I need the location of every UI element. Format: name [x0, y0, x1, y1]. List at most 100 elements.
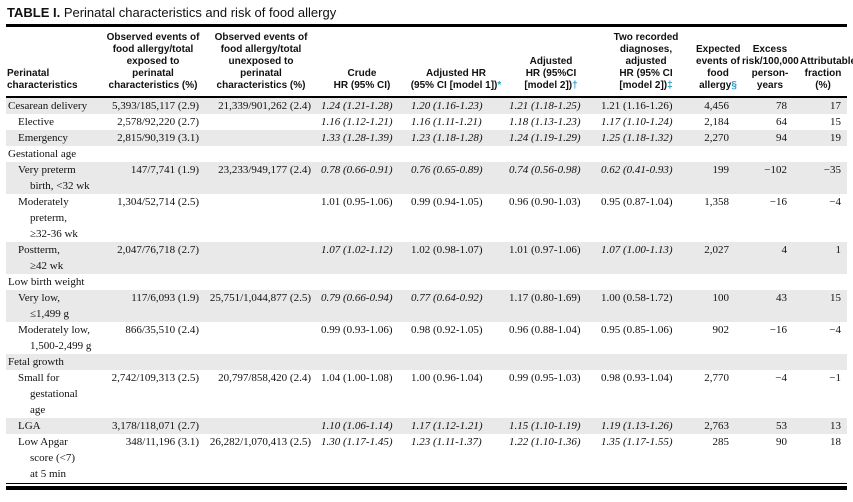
cell: 0.95 (0.87-1.04) — [601, 196, 673, 208]
cell — [205, 130, 317, 146]
cell: 3,178/118,071 (2.7) — [112, 420, 199, 432]
row-label: Postterm, ≥42 wk — [18, 244, 64, 272]
cell — [205, 418, 317, 434]
cell: 1.33 (1.28-1.39) — [321, 132, 393, 144]
row-label: Gestational age — [8, 148, 77, 160]
cell: 147/7,741 (1.9) — [130, 164, 199, 176]
cell: 1.17 (1.12-1.21) — [411, 420, 483, 432]
cell: 5,393/185,117 (2.9) — [112, 100, 199, 112]
cell — [205, 242, 317, 274]
cell: 0.76 (0.65-0.89) — [411, 164, 483, 176]
cell: 1.21 (1.18-1.25) — [509, 100, 581, 112]
table-row: Moderately preterm, ≥32-36 wk 1,304/52,714 … — [6, 194, 847, 242]
cell: 26,282/1,070,413 (2.5) — [209, 436, 311, 448]
column-header-perinatal-characteristics: Perinatal characteristics — [7, 68, 78, 91]
cell: 100 — [712, 292, 730, 304]
cell: −16 — [769, 324, 787, 336]
cell: 1.04 (1.00-1.08) — [321, 372, 393, 384]
section-row: Low birth weight — [6, 274, 847, 290]
cell: 0.95 (0.85-1.06) — [601, 324, 673, 336]
perinatal-risk-table: Perinatal characteristics Observed events … — [6, 27, 853, 482]
cell: 94 — [776, 132, 787, 144]
cell: 1.23 (1.11-1.37) — [411, 436, 482, 448]
cell: 19 — [830, 132, 841, 144]
table-header: Perinatal characteristics Observed events … — [6, 27, 853, 97]
column-header-two-diagnoses-adjusted-hr: Two recorded diagnoses, adjusted HR (95% CI… — [613, 32, 679, 91]
table-title: TABLE I. Perinatal characteristics and r… — [6, 4, 847, 27]
cell: 13 — [830, 420, 841, 432]
cell: 53 — [776, 420, 787, 432]
cell — [205, 114, 317, 130]
cell: 1.07 (1.00-1.13) — [601, 244, 673, 256]
table-row: Small for gestational age 2,742/109,313 (2.… — [6, 370, 847, 418]
cell: 0.62 (0.41-0.93) — [601, 164, 673, 176]
row-label: Small for gestational age — [18, 372, 78, 416]
cell: 21,339/901,262 (2.4) — [218, 100, 311, 112]
cell: −102 — [764, 164, 787, 176]
cell: 0.96 (0.88-1.04) — [509, 324, 581, 336]
cell: 17 — [830, 100, 841, 112]
cell: 1.30 (1.17-1.45) — [321, 436, 393, 448]
row-label: LGA — [18, 420, 41, 432]
section-row: Fetal growth — [6, 354, 847, 370]
column-header-observed-unexposed: Observed events of food allergy/total unex… — [214, 32, 308, 91]
cell: 1.17 (1.10-1.24) — [601, 116, 673, 128]
cell: 20,797/858,420 (2.4) — [218, 372, 311, 384]
cell: 2,270 — [704, 132, 729, 144]
cell: 0.78 (0.66-0.91) — [321, 164, 393, 176]
cell: 902 — [712, 324, 730, 336]
cell: 1.17 (0.80-1.69) — [509, 292, 581, 304]
cell: 1,358 — [704, 196, 729, 208]
cell: 2,742/109,313 (2.5) — [111, 372, 199, 384]
cell: 18 — [830, 436, 841, 448]
header-row: Perinatal characteristics Observed events … — [6, 27, 853, 97]
cell: 4,456 — [704, 100, 729, 112]
cell: 117/6,093 (1.9) — [131, 292, 199, 304]
cell: 1.07 (1.02-1.12) — [321, 244, 393, 256]
footnote-marker: † — [572, 80, 578, 91]
column-header-excess-risk: Excess risk/100,000 person-years — [742, 44, 799, 91]
cell: 1.19 (1.13-1.26) — [601, 420, 673, 432]
cell: 1.01 (0.95-1.06) — [321, 196, 393, 208]
table-caption: Perinatal characteristics and risk of fo… — [60, 5, 337, 20]
cell: 1.24 (1.19-1.29) — [509, 132, 581, 144]
cell: 90 — [776, 436, 787, 448]
cell: 2,815/90,319 (3.1) — [117, 132, 199, 144]
cell: 1.18 (1.13-1.23) — [509, 116, 581, 128]
cell: 15 — [830, 292, 841, 304]
cell: −4 — [829, 324, 841, 336]
cell: 0.96 (0.90-1.03) — [509, 196, 581, 208]
section-row: Gestational age — [6, 146, 847, 162]
table-body: Cesarean delivery 5,393/185,117 (2.9) 21,3… — [6, 97, 847, 482]
cell — [205, 322, 317, 354]
cell: 348/11,196 (3.1) — [125, 436, 199, 448]
column-header-adjusted-hr-model-2: Adjusted HR (95%CI [model 2])† — [524, 56, 578, 91]
cell: 78 — [776, 100, 787, 112]
cell: 1.21 (1.16-1.26) — [601, 100, 673, 112]
cell: 199 — [712, 164, 730, 176]
row-label: Moderately low, 1,500-2,499 g — [18, 324, 92, 352]
cell: 1.23 (1.18-1.28) — [411, 132, 483, 144]
cell: 0.98 (0.93-1.04) — [601, 372, 673, 384]
column-header-expected-events: Expected events of food allergy§ — [696, 44, 741, 91]
cell: 4 — [781, 244, 788, 256]
table-row: Emergency 2,815/90,319 (3.1) 1.33 (1.28-1.… — [6, 130, 847, 146]
cell: 1.10 (1.06-1.14) — [321, 420, 393, 432]
table-row: Very preterm birth, <32 wk 147/7,741 (1.9)… — [6, 162, 847, 194]
cell: 0.77 (0.64-0.92) — [411, 292, 483, 304]
cell: 15 — [830, 116, 841, 128]
cell: 1.00 (0.58-1.72) — [601, 292, 673, 304]
column-header-observed-exposed: Observed events of food allergy/total expo… — [106, 32, 200, 91]
cell: 1.15 (1.10-1.19) — [509, 420, 581, 432]
footnote-marker: * — [497, 80, 502, 91]
cell: 1.16 (1.11-1.21) — [411, 116, 482, 128]
cell: 43 — [776, 292, 787, 304]
cell — [205, 194, 317, 242]
table-bottom-rule — [6, 483, 847, 490]
cell: −1 — [829, 372, 841, 384]
cell: 2,578/92,220 (2.7) — [117, 116, 199, 128]
cell: 1.02 (0.98-1.07) — [411, 244, 483, 256]
cell: 1.20 (1.16-1.23) — [411, 100, 483, 112]
column-header-adjusted-hr-model-1: Adjusted HR (95% CI [model 1])* — [410, 68, 502, 91]
